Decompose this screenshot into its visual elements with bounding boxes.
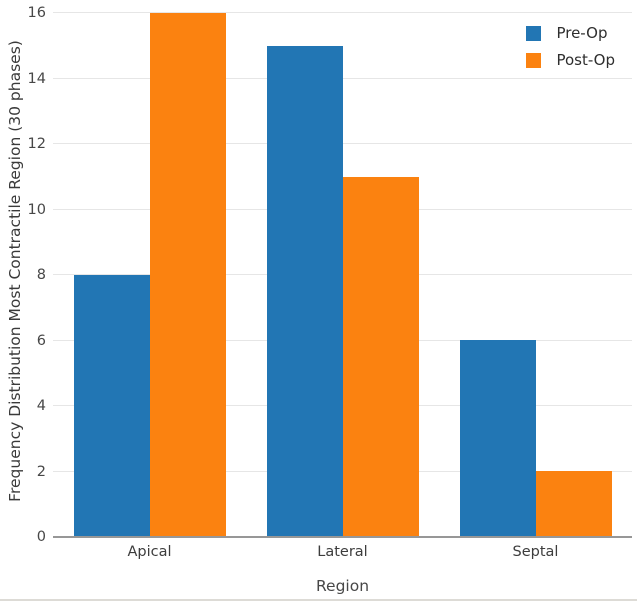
x-axis-ticks: Apical Lateral Septal — [53, 544, 632, 560]
bar-post-op-lateral — [342, 177, 419, 537]
legend-swatch-pre-op — [526, 25, 542, 41]
gridline-12 — [53, 143, 632, 144]
legend-label-pre-op: Pre-Op — [556, 24, 608, 42]
x-tick-label-lateral: Lateral — [317, 544, 368, 560]
bar-pre-op-lateral — [266, 46, 343, 537]
y-tick-label-8: 8 — [36, 267, 46, 283]
x-axis-title: Region — [315, 577, 370, 595]
legend-item-pre-op: Pre-Op — [526, 24, 615, 42]
x-tick-label-apical: Apical — [127, 544, 172, 560]
y-tick-label-16: 16 — [27, 5, 46, 21]
x-tick-label-septal: Septal — [512, 544, 559, 560]
bar-pre-op-apical — [73, 275, 150, 537]
gridline-14 — [53, 77, 632, 79]
y-tick-label-2: 2 — [36, 463, 46, 480]
y-tick-label-6: 6 — [36, 332, 46, 349]
legend-swatch-post-op — [526, 52, 542, 68]
legend-label-post-op: Post-Op — [556, 51, 615, 69]
x-axis-line — [53, 536, 632, 538]
bar-post-op-septal — [535, 471, 612, 537]
bar-post-op-apical — [149, 13, 226, 537]
plot-area — [53, 12, 632, 538]
bar-pre-op-septal — [459, 340, 536, 537]
gridline-16 — [53, 12, 632, 13]
y-tick-label-10: 10 — [27, 201, 46, 218]
figure-bottom-edge — [0, 599, 637, 601]
bar-groups — [53, 13, 632, 537]
y-axis-ticks: 0 2 4 6 8 10 12 14 16 — [0, 5, 46, 545]
bar-group-apical — [53, 13, 246, 537]
y-tick-label-4: 4 — [36, 398, 46, 414]
y-tick-label-14: 14 — [27, 70, 46, 87]
y-tick-label-0: 0 — [36, 529, 46, 545]
legend-item-post-op: Post-Op — [526, 51, 615, 69]
bar-group-lateral — [246, 13, 439, 537]
legend: Pre-Op Post-Op — [526, 24, 615, 69]
y-tick-label-12: 12 — [27, 136, 46, 152]
bar-group-septal — [439, 13, 632, 537]
